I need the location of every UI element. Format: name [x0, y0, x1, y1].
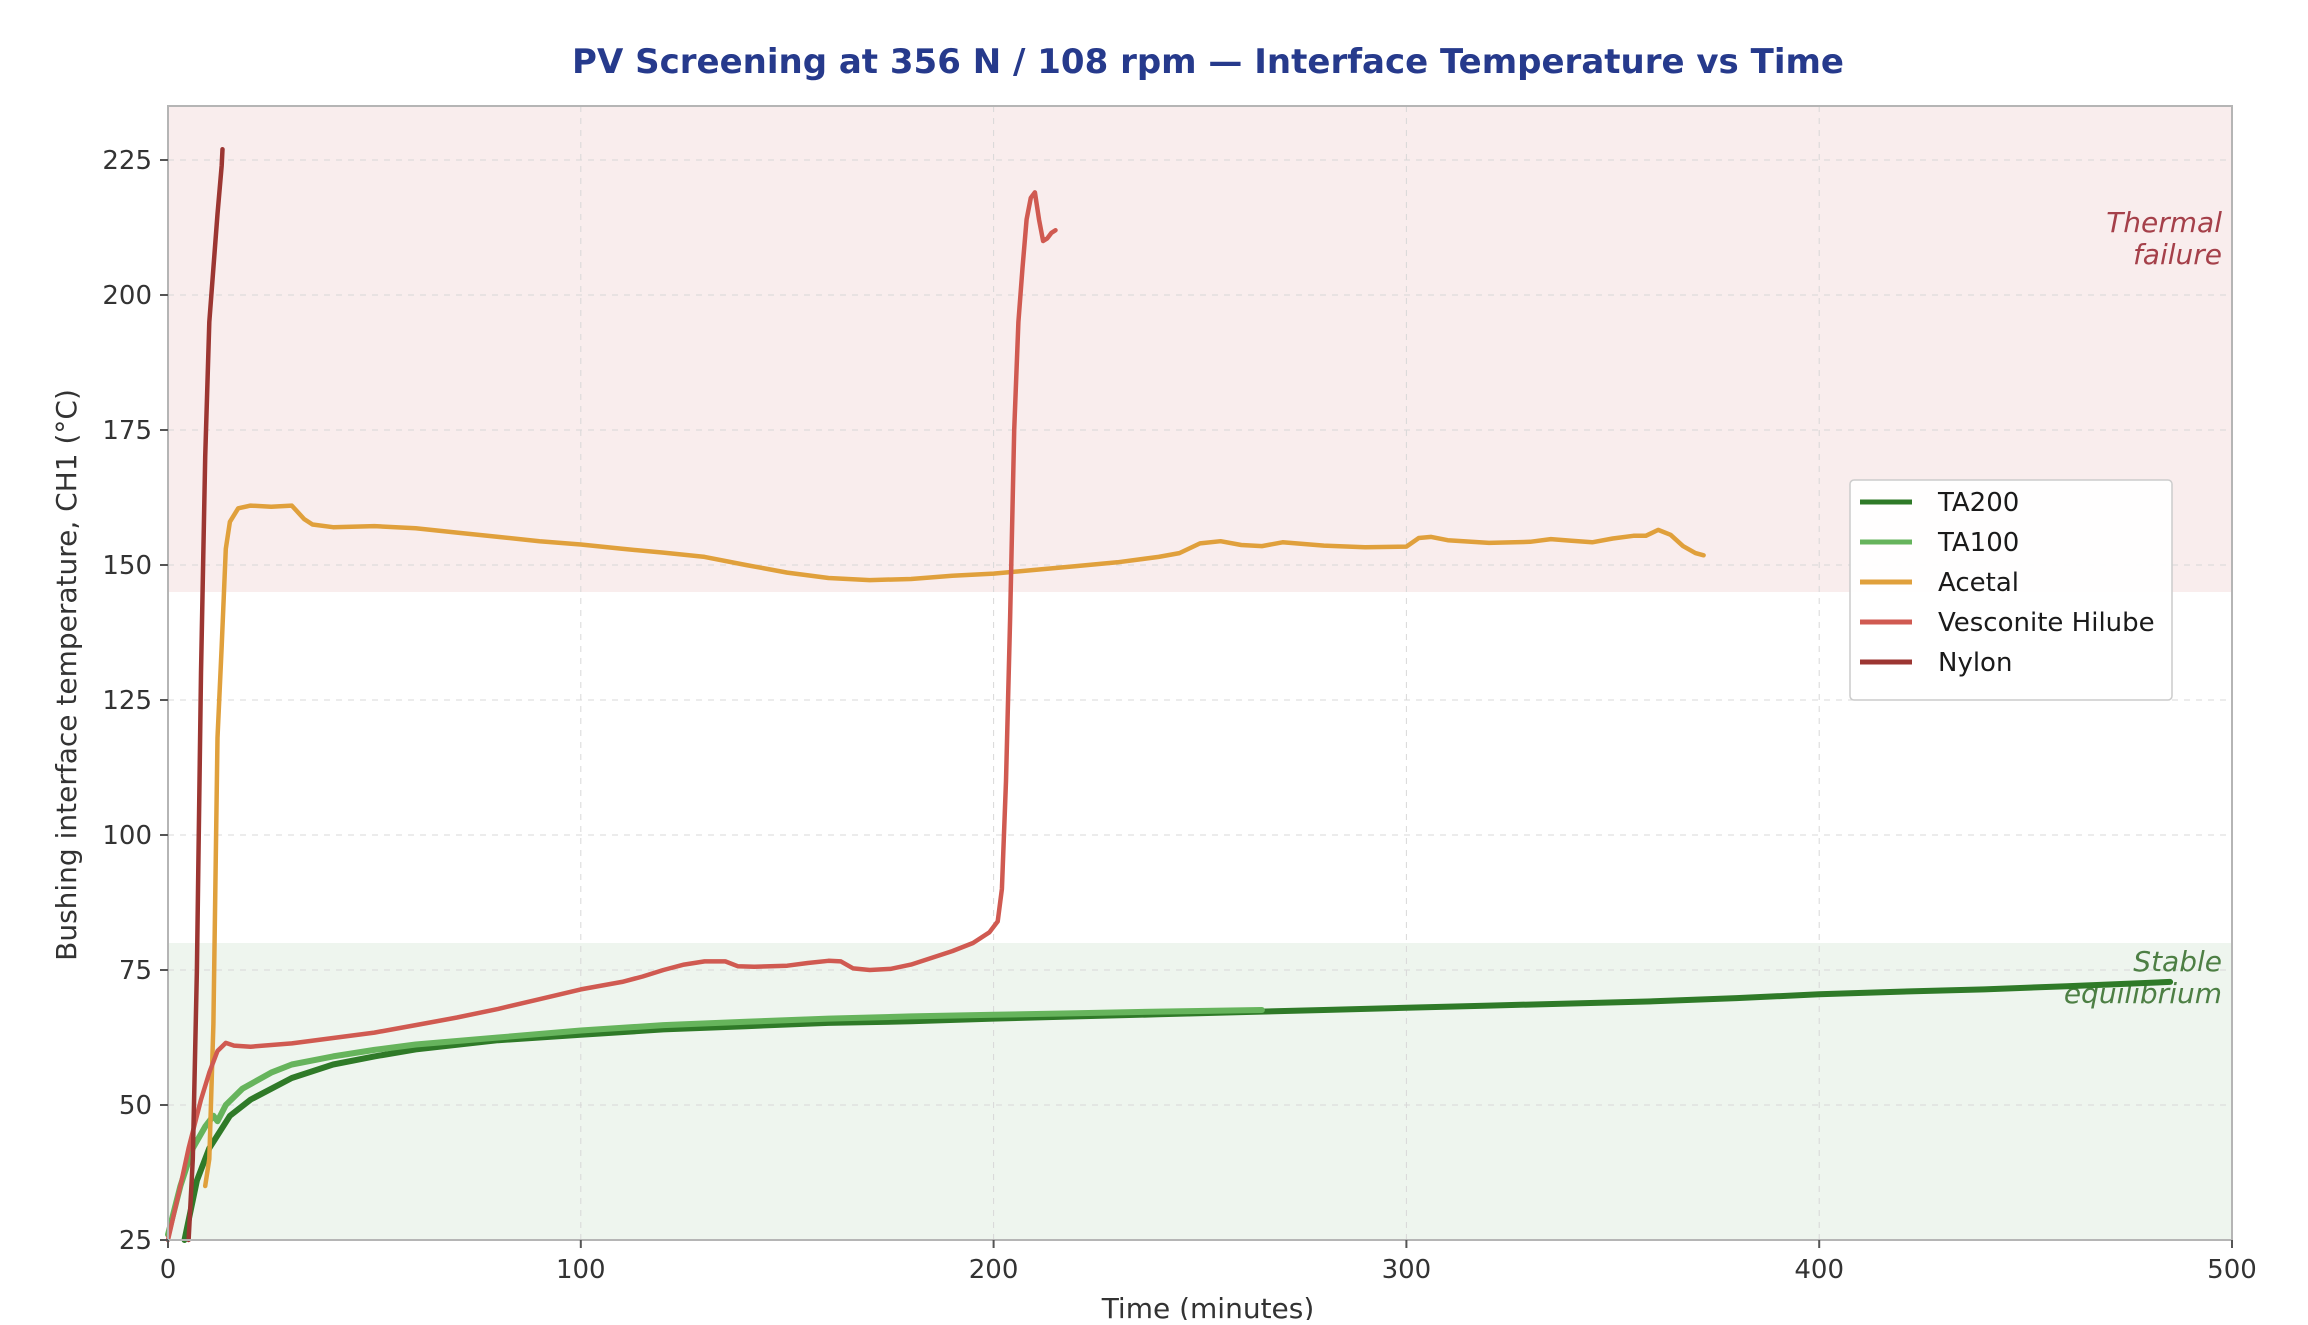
y-tick-label: 225	[102, 146, 152, 176]
y-tick-label: 175	[102, 416, 152, 446]
x-axis-label: Time (minutes)	[1101, 1292, 1315, 1320]
y-tick-label: 125	[102, 686, 152, 716]
chart-title: PV Screening at 356 N / 108 rpm — Interf…	[572, 42, 1844, 82]
legend-entry: Nylon	[1938, 648, 2012, 678]
thermal-zone-label: Thermal	[2106, 206, 2222, 239]
thermal-zone-label: failure	[2133, 238, 2222, 271]
x-tick-label: 100	[556, 1255, 606, 1285]
y-tick-label: 50	[119, 1091, 152, 1121]
x-tick-label: 200	[969, 1255, 1019, 1285]
series-line-ta200	[181, 978, 2174, 1243]
y-tick-label: 75	[119, 956, 152, 986]
y-tick-label: 25	[119, 1226, 152, 1256]
stable-zone-label: Stable	[2133, 945, 2222, 978]
legend-entry: TA200	[1937, 488, 2019, 518]
legend-box	[1849, 479, 2173, 701]
legend-entry: Acetal	[1938, 568, 2019, 598]
y-tick-label: 150	[102, 551, 152, 581]
legend-entry: TA100	[1937, 528, 2019, 558]
series-line-acetal	[202, 503, 1706, 1189]
stable-zone	[168, 943, 2232, 1240]
y-tick-label: 200	[102, 281, 152, 311]
plot-frame	[167, 105, 2233, 1241]
series-line-nylon	[186, 146, 225, 1243]
y-axis-label: Bushing interface temperature, CH1 (°C)	[50, 389, 83, 961]
x-tick-label: 300	[1382, 1255, 1432, 1285]
x-tick-label: 0	[160, 1255, 177, 1285]
x-tick-label: 400	[1794, 1255, 1844, 1285]
x-tick-label: 500	[2207, 1255, 2257, 1285]
series-line-vesconite-hilube	[165, 190, 1058, 1243]
y-tick-label: 100	[102, 821, 152, 851]
legend: TA200 TA100 Acetal Vesconite Hilube Nylon	[1849, 479, 2173, 701]
legend-entry: Vesconite Hilube	[1938, 608, 2155, 638]
